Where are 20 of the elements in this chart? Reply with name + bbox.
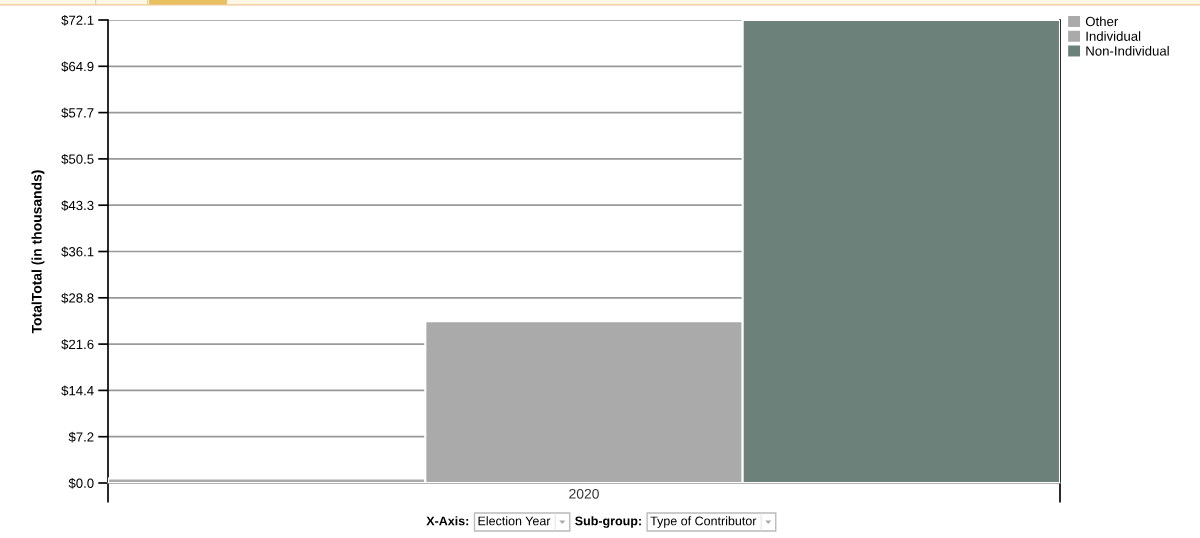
y-tick-label: $64.9 [61, 61, 94, 72]
legend-label: Individual [1086, 31, 1141, 41]
y-tick-label: $7.2 [68, 431, 94, 443]
y-tick-label: $21.6 [61, 339, 94, 350]
x-tick-label: 2020 [569, 488, 599, 499]
y-tick-label: $72.1 [61, 15, 94, 26]
y-tick-label: $0.0 [68, 478, 94, 489]
y-tick-label: $43.3 [61, 200, 94, 211]
y-tick-label: $57.7 [61, 107, 94, 119]
y-tick-label: $28.8 [61, 292, 94, 304]
y-axis-title: TotalTotal (in thousands) [31, 170, 45, 334]
y-tick-label: $14.4 [61, 385, 94, 397]
text: Sub-group: [575, 516, 641, 528]
text: Election Year [478, 516, 551, 526]
text: X-Axis: [426, 516, 469, 526]
y-tick-label: $36.1 [61, 246, 94, 258]
text: Type of Contributor [650, 516, 757, 528]
y-tick-label: $50.5 [61, 153, 94, 165]
legend-label: Non-Individual [1086, 45, 1169, 56]
legend-label: Other [1085, 16, 1119, 27]
